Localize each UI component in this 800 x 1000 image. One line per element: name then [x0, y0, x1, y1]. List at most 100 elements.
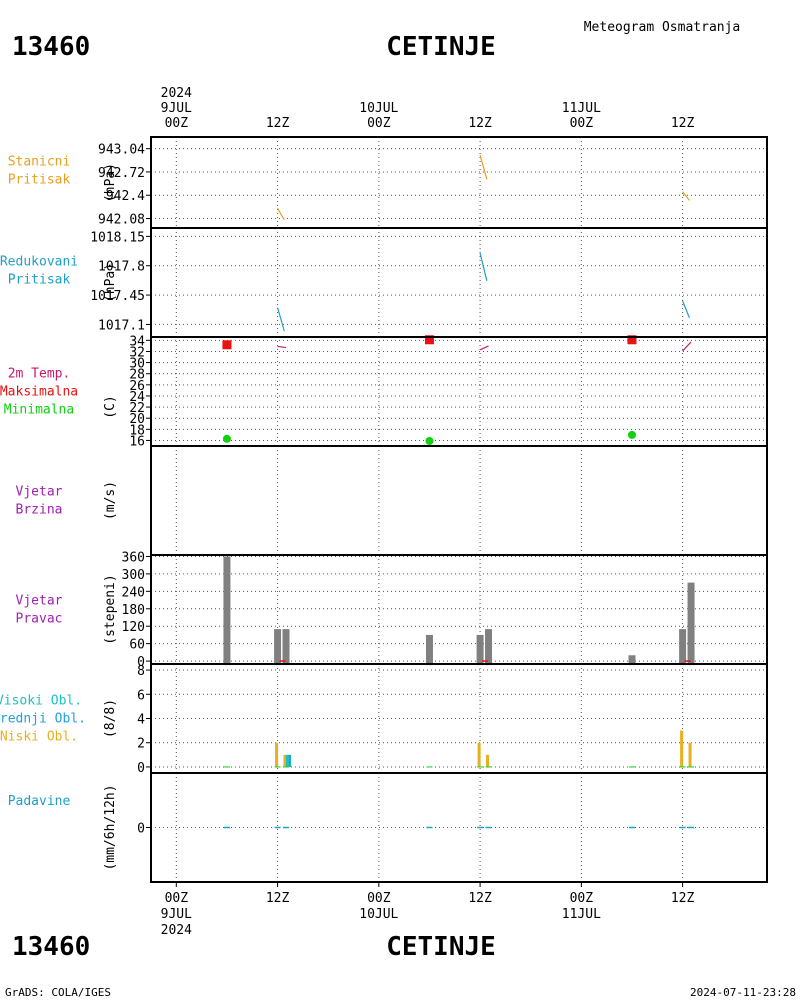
time-label-bottom: 00Z: [570, 891, 594, 906]
temp-max-marker: [627, 335, 637, 345]
temp-min-marker: [425, 436, 434, 445]
panel-station_pressure: 942.08 942.4 942.72 943.04 Stanicni Pritisak (…: [8, 137, 767, 228]
time-label-top: 11JUL: [562, 101, 601, 116]
time-label-bottom: 00Z: [367, 891, 391, 906]
y-tick-label: 0: [137, 822, 145, 837]
panel-title: Pritisak: [8, 273, 71, 288]
y-tick-label: 0: [137, 655, 145, 670]
pressure-line: [682, 191, 690, 201]
wind-direction-bar: [274, 629, 282, 666]
time-label-bottom: 12Z: [671, 891, 695, 906]
temp-min-marker: [222, 434, 231, 443]
panel-title: Vjetar: [16, 594, 63, 609]
pressure-line: [276, 307, 285, 332]
pressure-line: [479, 253, 488, 281]
panel-clouds: 0 2 4 6 8 Visoki Obl. Srednji Obl. Niski Obl. (8…: [0, 664, 767, 776]
y-tick-label: 943.04: [98, 143, 145, 158]
cloud-bar: [275, 742, 279, 767]
time-label-top: 00Z: [165, 116, 189, 131]
panel-title: Vjetar: [16, 485, 63, 500]
panel-wind_direction: 0 60 120 180 240 300 360 Vjetar Pravac (stepeni): [16, 550, 767, 670]
y-tick-label: 1017.45: [90, 289, 145, 304]
wind-direction-bar: [223, 556, 231, 666]
y-tick-label: 180: [122, 603, 145, 618]
y-tick-label: 4: [137, 713, 145, 728]
wind-direction-bar: [679, 629, 687, 666]
cloud-bar: [486, 754, 490, 767]
panel-title: Padavine: [8, 794, 71, 809]
panel-wind_speed: Vjetar Brzina (m/s): [16, 446, 684, 555]
y-axis-label: (hPa): [103, 163, 118, 202]
y-tick-label: 6: [137, 688, 145, 703]
y-tick-label: 60: [129, 638, 145, 653]
cloud-bar: [286, 754, 290, 767]
panel-title: Redukovani: [0, 255, 78, 270]
meteogram-panels: 942.08 942.4 942.72 943.04 Stanicni Pritisak (…: [0, 136, 768, 887]
temp-2m-line: [277, 345, 287, 349]
cloud-bar: [283, 754, 287, 767]
panel-title: Stanicni: [8, 155, 71, 170]
panel-title: Visoki Obl.: [0, 694, 82, 709]
cloud-bar: [680, 730, 684, 767]
y-tick-label: 16: [129, 434, 145, 449]
time-label-bottom: 12Z: [266, 891, 290, 906]
y-tick-label: 1017.1: [98, 318, 145, 333]
panel-title: Pravac: [16, 612, 63, 627]
panel-title: Srednji Obl.: [0, 712, 86, 727]
wind-direction-bar: [282, 629, 290, 666]
panel-title: Niski Obl.: [0, 730, 78, 745]
y-axis-label: (C): [103, 395, 118, 418]
time-label-bottom: 12Z: [468, 891, 492, 906]
panel-title: Minimalna: [4, 403, 74, 418]
y-tick-label: 942.4: [106, 189, 145, 204]
temp-min-marker: [627, 430, 636, 439]
pressure-line: [277, 208, 285, 221]
time-label-top: 12Z: [266, 116, 290, 131]
y-tick-label: 360: [122, 550, 145, 565]
time-label-bottom: 10JUL: [359, 907, 398, 922]
y-tick-label: 20: [129, 412, 145, 427]
temp-2m-line: [682, 341, 692, 352]
time-label-top: 00Z: [570, 116, 594, 131]
panel-precipitation: 0 Padavine (mm/6h/12h): [8, 773, 767, 882]
time-label-bottom: 00Z: [165, 891, 189, 906]
y-tick-label: 942.08: [98, 213, 145, 228]
time-label-bottom: 11JUL: [562, 907, 601, 922]
y-tick-label: 1018.15: [90, 230, 145, 245]
wind-direction-bar: [628, 655, 636, 666]
y-tick-label: 18: [129, 423, 145, 438]
plot-frame: [150, 136, 768, 883]
time-label-bottom: 9JUL: [161, 907, 192, 922]
station-name-top: CETINJE: [386, 32, 496, 62]
pressure-line: [682, 300, 690, 318]
y-tick-label: 120: [122, 620, 145, 635]
y-tick-label: 300: [122, 568, 145, 583]
time-label-bottom: 2024: [161, 923, 192, 938]
time-label-top: 12Z: [671, 116, 695, 131]
wind-direction-bar: [485, 629, 493, 666]
cloud-bar: [288, 754, 292, 767]
y-tick-label: 22: [129, 401, 145, 416]
y-axis-label: (hPa): [103, 263, 118, 302]
footer-timestamp: 2024-07-11-23:28: [690, 986, 796, 999]
cloud-bar: [688, 742, 692, 767]
time-label-top: 9JUL: [161, 101, 192, 116]
y-axis-label: (stepeni): [103, 574, 118, 644]
y-axis-label: (8/8): [103, 699, 118, 738]
station-id-top: 13460: [12, 32, 90, 62]
y-tick-label: 8: [137, 664, 145, 679]
panel-title: 2m Temp.: [8, 367, 71, 382]
panel-title: Maksimalna: [0, 385, 78, 400]
temp-max-marker: [424, 335, 434, 345]
y-tick-label: 30: [129, 357, 145, 372]
y-tick-label: 28: [129, 368, 145, 383]
y-tick-label: 2: [137, 737, 145, 752]
y-tick-label: 32: [129, 345, 145, 360]
panel-reduced_pressure: 1017.1 1017.45 1017.8 1018.15 Redukovani Prit…: [0, 228, 767, 337]
product-title: Meteogram Osmatranja: [584, 20, 741, 35]
time-label-top: 10JUL: [359, 101, 398, 116]
